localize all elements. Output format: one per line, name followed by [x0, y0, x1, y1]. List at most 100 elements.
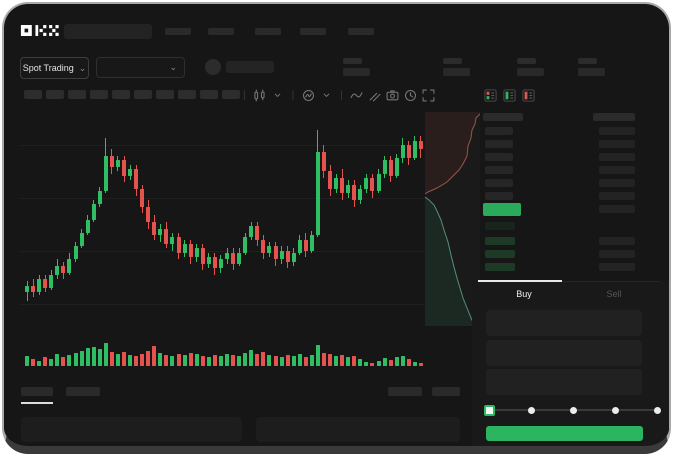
- stat-label-placeholder: [443, 58, 462, 64]
- history-icon[interactable]: [404, 88, 418, 102]
- ask-amount-placeholder: [599, 127, 635, 135]
- pair-selector[interactable]: ⌄: [96, 57, 185, 78]
- candle: [309, 235, 314, 251]
- interval-button[interactable]: [134, 90, 152, 99]
- book-combined-icon[interactable]: [483, 88, 497, 102]
- interval-button[interactable]: [222, 90, 240, 99]
- volume-bar: [188, 352, 193, 366]
- volume-bar: [200, 355, 205, 366]
- order-input-field[interactable]: [486, 340, 642, 366]
- candle: [73, 246, 78, 260]
- candle: [61, 266, 66, 273]
- candle: [273, 246, 278, 260]
- interval-button[interactable]: [24, 90, 42, 99]
- nav-item[interactable]: [348, 28, 374, 35]
- ask-price-placeholder[interactable]: [485, 179, 513, 187]
- candle: [152, 222, 157, 236]
- toolbar-separator: |: [243, 89, 246, 101]
- search-input[interactable]: [64, 24, 152, 39]
- market-type-selector[interactable]: Spot Trading ⌄: [20, 57, 89, 79]
- depth-chart: [424, 112, 481, 326]
- candle: [364, 178, 369, 189]
- volume-bar: [37, 360, 42, 366]
- order-input-field[interactable]: [486, 369, 642, 395]
- ask-price-placeholder[interactable]: [485, 166, 513, 174]
- tab-buy[interactable]: Buy: [516, 289, 532, 299]
- interval-button[interactable]: [156, 90, 174, 99]
- bid-price-placeholder[interactable]: [485, 222, 515, 230]
- nav-item[interactable]: [165, 28, 191, 35]
- nav-item[interactable]: [255, 28, 281, 35]
- interval-button[interactable]: [90, 90, 108, 99]
- candle: [218, 259, 223, 269]
- submit-order-button[interactable]: [486, 426, 643, 441]
- candle: [170, 237, 175, 244]
- line-style-icon[interactable]: [350, 88, 364, 102]
- ask-price-placeholder[interactable]: [485, 153, 513, 161]
- slider-stop[interactable]: [569, 406, 577, 414]
- candle: [243, 237, 248, 253]
- candle: [212, 257, 217, 269]
- okx-logo[interactable]: [20, 24, 60, 38]
- volume-bar: [146, 351, 151, 366]
- slider-handle[interactable]: [484, 405, 495, 416]
- interval-button[interactable]: [46, 90, 64, 99]
- book-bids-icon[interactable]: [502, 88, 516, 102]
- bottom-action-2[interactable]: [432, 387, 460, 396]
- candle: [79, 233, 84, 247]
- volume-bar: [164, 354, 169, 366]
- chart-gridline: [20, 304, 425, 305]
- volume-bar: [237, 356, 242, 366]
- volume-bar: [328, 354, 332, 366]
- candle: [109, 156, 114, 167]
- volume-bar: [182, 355, 187, 366]
- candle: [340, 178, 345, 194]
- chevron-down-icon[interactable]: [271, 88, 285, 102]
- volume-bar: [358, 358, 363, 366]
- indicators-icon[interactable]: [301, 88, 315, 102]
- volume-bar: [103, 343, 108, 366]
- tab-sell[interactable]: Sell: [606, 289, 622, 299]
- drawing-tools-icon[interactable]: [368, 88, 382, 102]
- bid-price-placeholder[interactable]: [485, 263, 515, 271]
- book-asks-icon[interactable]: [521, 88, 535, 102]
- bottom-action-1[interactable]: [388, 387, 422, 396]
- candle: [352, 184, 357, 200]
- candle: [176, 237, 181, 253]
- stat-value-placeholder: [578, 68, 605, 76]
- nav-item[interactable]: [300, 28, 326, 35]
- chart-gridline: [20, 198, 425, 199]
- interval-button[interactable]: [112, 90, 130, 99]
- candles-icon[interactable]: [253, 88, 267, 102]
- candle: [158, 228, 163, 236]
- volume-bar: [31, 359, 36, 366]
- slider-stop[interactable]: [527, 406, 535, 414]
- bid-price-placeholder[interactable]: [485, 237, 515, 245]
- bid-amount-placeholder: [599, 237, 635, 245]
- slider-stop[interactable]: [611, 406, 619, 414]
- bottom-tab-2[interactable]: [66, 387, 100, 396]
- volume-bar: [255, 353, 260, 366]
- interval-button[interactable]: [68, 90, 86, 99]
- stat-label-placeholder: [578, 58, 597, 64]
- ask-price-placeholder[interactable]: [485, 127, 513, 135]
- fullscreen-icon[interactable]: [422, 88, 436, 102]
- volume-bar: [394, 357, 399, 366]
- order-input-field[interactable]: [486, 310, 642, 336]
- interval-button[interactable]: [178, 90, 196, 99]
- bottom-tab-1[interactable]: [21, 387, 53, 396]
- candle: [370, 178, 375, 192]
- slider-stop[interactable]: [653, 406, 661, 414]
- chevron-down-icon[interactable]: [319, 88, 333, 102]
- camera-icon[interactable]: [386, 88, 400, 102]
- volume-chart: [20, 340, 425, 366]
- volume-bar: [43, 356, 48, 366]
- interval-button[interactable]: [200, 90, 218, 99]
- bid-price-placeholder[interactable]: [485, 250, 515, 258]
- nav-item[interactable]: [208, 28, 234, 35]
- ask-price-placeholder[interactable]: [485, 192, 513, 200]
- ask-price-placeholder[interactable]: [485, 140, 513, 148]
- ask-amount-placeholder: [599, 166, 635, 174]
- volume-bar: [206, 356, 211, 366]
- volume-bar: [115, 353, 120, 366]
